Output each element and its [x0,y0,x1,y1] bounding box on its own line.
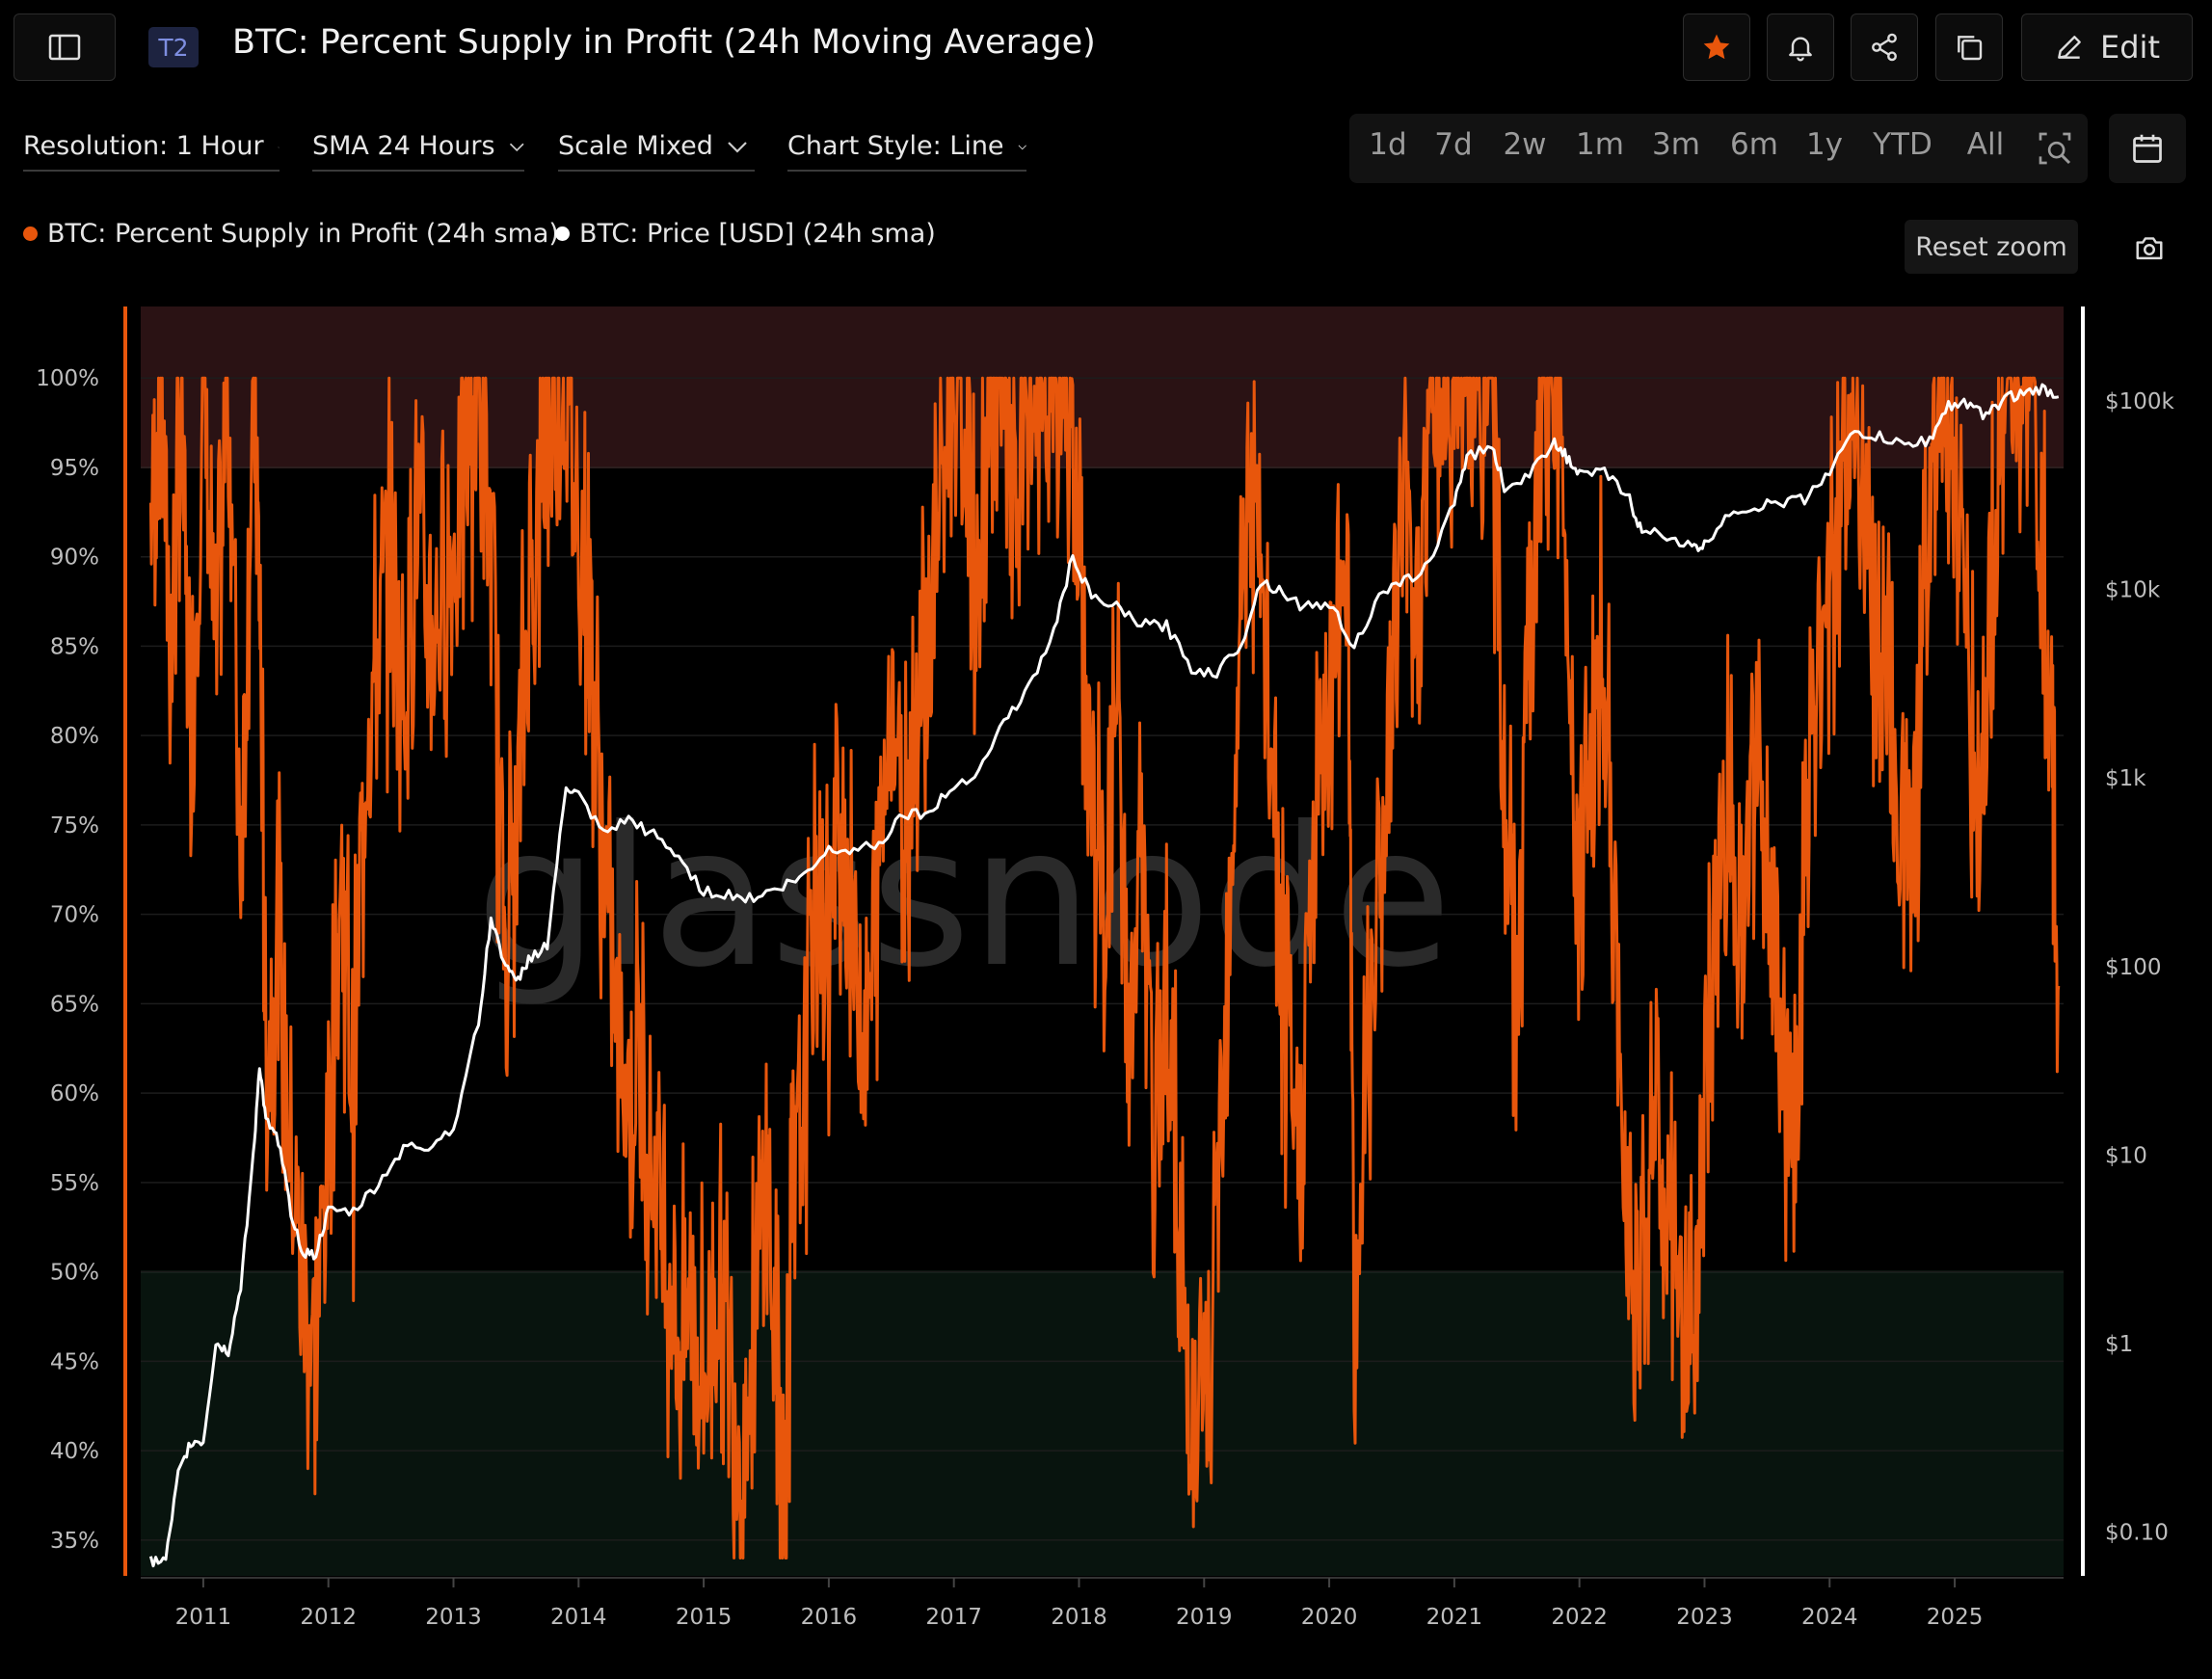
y-left-tick-label: 70% [50,903,99,928]
y-left-tick-label: 45% [50,1349,99,1374]
alert-button[interactable] [1767,13,1834,81]
x-tick-label: 2012 [300,1605,357,1630]
series-line-supply [148,376,2061,1559]
favorite-button[interactable] [1683,13,1750,81]
y-left-tick-label: 95% [50,456,99,481]
x-tick-label: 2018 [1051,1605,1107,1630]
chart: glassnode 100%95%90%85%80%75%70%65%60%55… [36,306,2175,1630]
y-left-tick-label: 85% [50,634,99,659]
y-left-tick-label: 100% [36,366,99,391]
band-undervalued [141,1271,2064,1576]
chevron-down-icon [277,147,280,148]
chevron-down-icon [509,143,524,152]
legend-item-price[interactable]: BTC: Price [USD] (24h sma) [555,219,936,249]
x-tick-label: 2013 [425,1605,482,1630]
chevron-down-icon [728,142,747,153]
x-tick-label: 2024 [1801,1605,1858,1630]
scale-dropdown[interactable]: Scale Mixed [558,131,755,172]
screenshot-button[interactable] [2125,224,2173,272]
x-tick-label: 2015 [676,1605,733,1630]
resolution-label: Resolution: 1 Hour [23,131,264,161]
tier-badge: T2 [148,27,199,67]
legend-swatch-supply [23,227,38,241]
legend-label-price: BTC: Price [USD] (24h sma) [579,219,936,249]
y-left-tick-label: 40% [50,1439,99,1464]
chart-style-dropdown[interactable]: Chart Style: Line [787,131,1026,172]
y-right-tick-label: $0.10 [2105,1521,2169,1546]
copy-button[interactable] [1935,13,2003,81]
y-right-tick-label: $10 [2105,1143,2147,1168]
series-line-price [148,383,2060,1568]
zoom-select-button[interactable] [2036,129,2074,168]
copy-icon [1958,36,1983,61]
resolution-dropdown[interactable]: Resolution: 1 Hour [23,131,280,172]
x-tick-label: 2019 [1176,1605,1233,1630]
x-tick-label: 2017 [925,1605,982,1630]
time-range-bar [1349,114,2088,183]
y-right-tick-label: $1 [2105,1332,2133,1357]
range-6m[interactable]: 6m [1730,127,1778,162]
scale-label: Scale Mixed [558,131,713,161]
y-left-tick-label: 55% [50,1171,99,1196]
chart-style-label: Chart Style: Line [787,131,1004,161]
y-left-tick-label: 65% [50,992,99,1017]
y-left-tick-label: 35% [50,1529,99,1554]
range-7d[interactable]: 7d [1434,127,1473,162]
sidebar-toggle-icon [48,34,81,61]
y-left-tick-label: 60% [50,1081,99,1106]
y-left-tick-label: 90% [50,546,99,571]
y-right-tick-label: $10k [2105,577,2161,602]
y-right-tick-label: $100 [2105,955,2162,980]
y-left-tick-label: 80% [50,724,99,749]
y-right-tick-label: $1k [2105,766,2146,791]
calendar-icon [2133,134,2162,163]
range-3m[interactable]: 3m [1652,127,1700,162]
y-left-tick-label: 75% [50,813,99,839]
x-tick-label: 2022 [1551,1605,1608,1630]
camera-icon [2136,237,2163,260]
legend-item-supply[interactable]: BTC: Percent Supply in Profit (24h sma) [23,219,559,249]
page-title: BTC: Percent Supply in Profit (24h Movin… [232,23,1096,62]
y-right-tick-label: $100k [2105,389,2175,414]
x-tick-label: 2025 [1927,1605,1984,1630]
sma-dropdown[interactable]: SMA 24 Hours [312,131,524,172]
range-1m[interactable]: 1m [1576,127,1624,162]
x-tick-label: 2021 [1426,1605,1483,1630]
x-tick-label: 2014 [550,1605,607,1630]
reset-zoom-button[interactable]: Reset zoom [1905,220,2078,274]
edit-button[interactable]: Edit [2021,13,2193,81]
range-all[interactable]: All [1966,127,2005,162]
range-1d[interactable]: 1d [1369,127,1407,162]
calendar-button[interactable] [2109,114,2186,183]
x-tick-label: 2011 [175,1605,232,1630]
sidebar-toggle-button[interactable] [13,13,116,81]
share-button[interactable] [1851,13,1918,81]
sma-label: SMA 24 Hours [312,131,495,161]
y-left-tick-label: 50% [50,1261,99,1286]
edit-label: Edit [2100,29,2160,66]
chevron-down-icon [1018,145,1026,150]
x-tick-label: 2023 [1676,1605,1733,1630]
legend-label-supply: BTC: Percent Supply in Profit (24h sma) [47,219,559,249]
bell-icon [1789,37,1812,62]
range-2w[interactable]: 2w [1503,127,1547,162]
legend-swatch-price [555,227,570,241]
x-tick-label: 2016 [801,1605,858,1630]
x-tick-label: 2020 [1301,1605,1358,1630]
share-icon [1872,33,1897,62]
pencil-icon [2058,36,2081,59]
star-icon [1703,34,1730,60]
band-overvalued [141,306,2064,467]
zoom-select-icon [2039,132,2071,165]
range-1y[interactable]: 1y [1805,127,1844,162]
range-ytd[interactable]: YTD [1873,127,1932,162]
